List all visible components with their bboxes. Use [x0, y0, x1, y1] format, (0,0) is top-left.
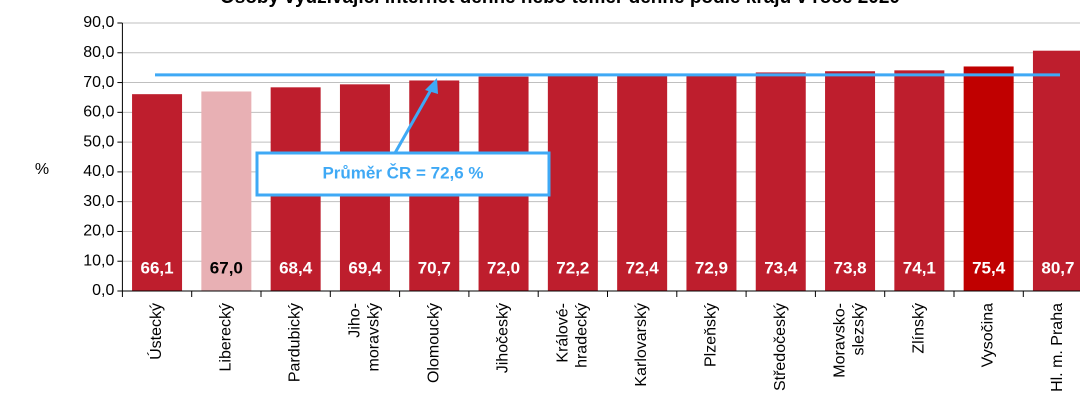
- value-label: 73,8: [834, 258, 867, 277]
- annotation-box: [255, 151, 551, 197]
- annotation-text: Průměr ČR = 72,6 %: [322, 163, 483, 182]
- x-tick-label: Olomoucký: [425, 303, 442, 383]
- bar: [825, 71, 876, 292]
- value-label: 73,4: [764, 258, 798, 277]
- x-tick-label: Králové-hradecký: [555, 303, 591, 368]
- value-label: 67,0: [210, 258, 243, 277]
- x-tick-label: Pardubický: [287, 303, 304, 382]
- value-label: 75,4: [972, 258, 1006, 277]
- bar: [755, 72, 806, 291]
- x-tick-label: Jiho-moravský: [347, 303, 383, 371]
- y-tick-label: 90,0: [83, 14, 114, 31]
- bar: [132, 94, 183, 292]
- value-label: 66,1: [141, 258, 174, 277]
- x-tick-label: Jihočeský: [495, 303, 512, 373]
- value-label: 72,2: [556, 258, 589, 277]
- bar: [963, 66, 1014, 291]
- value-label: 70,7: [418, 258, 451, 277]
- value-label: 72,9: [695, 258, 728, 277]
- arrow-head: [425, 78, 438, 94]
- bar: [1032, 50, 1080, 292]
- x-tick-label: Zlínský: [911, 303, 928, 354]
- bar: [547, 76, 598, 291]
- y-tick-label: 40,0: [83, 163, 114, 180]
- value-label: 80,7: [1041, 258, 1074, 277]
- y-tick-label: 70,0: [83, 74, 114, 91]
- value-label: 72,4: [626, 258, 660, 277]
- bar: [201, 91, 252, 291]
- y-tick-label: 20,0: [83, 223, 114, 240]
- y-tick-label: 80,0: [83, 44, 114, 61]
- x-tick-label: Středočeský: [772, 303, 789, 391]
- y-axis-label: %: [35, 161, 49, 178]
- value-label: 74,1: [903, 258, 936, 277]
- y-tick-label: 10,0: [83, 252, 114, 269]
- y-tick-label: 0,0: [92, 282, 114, 299]
- y-tick-label: 60,0: [83, 104, 114, 121]
- bar: [617, 75, 668, 291]
- x-tick-label: Liberecký: [218, 303, 235, 371]
- y-tick-label: 50,0: [83, 133, 114, 150]
- bar: [686, 73, 737, 291]
- chart-title: Osoby využívající internet denně nebo té…: [220, 0, 900, 8]
- x-tick-label: Karlovarský: [633, 303, 650, 387]
- value-label: 72,0: [487, 258, 520, 277]
- x-tick-label: Moravsko-slezský: [832, 303, 868, 378]
- annotation-arrow: [393, 87, 434, 154]
- value-label: 69,4: [348, 258, 382, 277]
- x-tick-label: Hl. m. Praha: [1049, 303, 1066, 392]
- bar: [894, 70, 945, 291]
- x-tick-label: Vysočina: [980, 303, 997, 367]
- y-tick-label: 30,0: [83, 193, 114, 210]
- x-tick-label: Plzeňský: [703, 303, 720, 367]
- value-label: 68,4: [279, 258, 313, 277]
- x-tick-label: Ústecký: [146, 303, 165, 360]
